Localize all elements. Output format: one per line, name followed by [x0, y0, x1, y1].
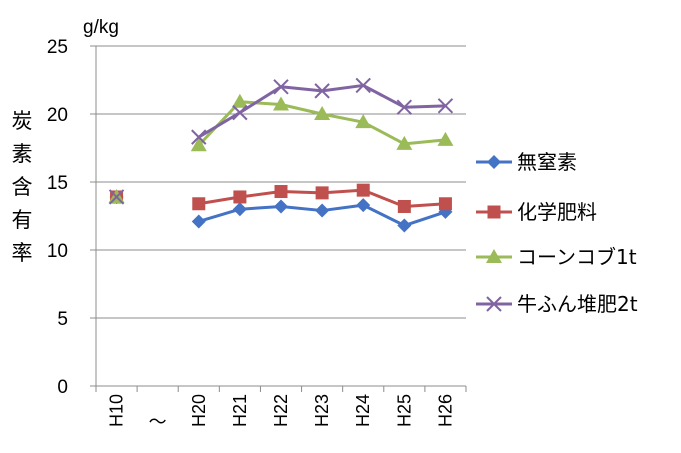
data-point: [232, 202, 247, 217]
data-point: [437, 131, 454, 146]
data-point: [315, 203, 330, 218]
x-tick-label: H24: [353, 394, 373, 427]
legend-marker: [487, 155, 501, 169]
data-point: [438, 197, 452, 211]
data-point: [397, 199, 411, 213]
x-tick-label: H22: [271, 394, 291, 427]
y-axis-label-char: 含: [12, 175, 33, 199]
legend-label: 牛ふん堆肥2t: [517, 292, 638, 316]
legend-item: 化学肥料: [476, 200, 597, 224]
x-tick-label: H21: [230, 394, 250, 427]
series-4: [108, 77, 454, 205]
legend-item: 無窒素: [476, 150, 577, 174]
legend-item: 牛ふん堆肥2t: [476, 292, 638, 316]
legend-label: 化学肥料: [517, 200, 597, 224]
data-point: [396, 99, 413, 115]
data-point: [315, 186, 329, 200]
data-point: [396, 135, 413, 150]
data-point: [397, 218, 412, 233]
legend-marker: [487, 205, 501, 219]
data-point: [273, 79, 289, 95]
data-point: [273, 96, 289, 111]
x-tick-label: H20: [189, 394, 209, 427]
series-3: [108, 93, 454, 203]
legend-item: コーンコブ1t: [476, 245, 637, 269]
plot-area: [108, 77, 454, 233]
y-axis-label-char: 素: [12, 142, 33, 166]
unit-label: g/kg: [83, 17, 119, 38]
legend-label: コーンコブ1t: [517, 245, 637, 269]
legend-label: 無窒素: [517, 150, 577, 174]
y-axis-label-char: 有: [12, 208, 33, 232]
data-point: [437, 98, 454, 114]
data-point: [190, 137, 207, 152]
y-tick-label: 5: [57, 309, 68, 330]
y-tick-label: 25: [47, 37, 68, 58]
x-tick-label: H25: [394, 394, 414, 427]
legend-marker: [486, 296, 502, 312]
data-point: [314, 83, 330, 99]
data-point: [231, 93, 248, 108]
x-tick-label: H26: [435, 394, 455, 427]
legend-marker: [486, 249, 502, 263]
data-point: [191, 129, 207, 145]
data-point: [355, 77, 371, 94]
data-point: [108, 189, 125, 205]
data-point: [314, 106, 331, 120]
y-axis-label-char: 炭: [12, 109, 33, 133]
y-axis-ticks: 0 5 10 15 20 25: [47, 37, 68, 398]
y-tick-label: 20: [47, 105, 68, 126]
x-tick-label: H10: [107, 394, 127, 427]
data-point: [192, 197, 206, 211]
data-point: [191, 214, 206, 229]
data-point: [355, 114, 372, 129]
data-point: [274, 185, 288, 199]
x-tick-label: 〜: [149, 412, 167, 432]
data-point: [274, 199, 288, 214]
axes: [90, 45, 467, 392]
data-point: [356, 183, 370, 197]
y-tick-label: 15: [47, 173, 68, 194]
gridlines: [96, 45, 466, 319]
x-axis-ticks: H10 〜 H20 H21 H22 H23 H24 H25 H26: [107, 394, 456, 432]
data-point: [232, 104, 248, 121]
data-point: [356, 198, 371, 213]
x-tick-label: H23: [312, 394, 332, 427]
y-tick-label: 10: [47, 241, 68, 262]
y-axis-label-char: 率: [12, 241, 33, 265]
y-tick-label: 0: [57, 377, 68, 398]
data-point: [233, 190, 247, 204]
